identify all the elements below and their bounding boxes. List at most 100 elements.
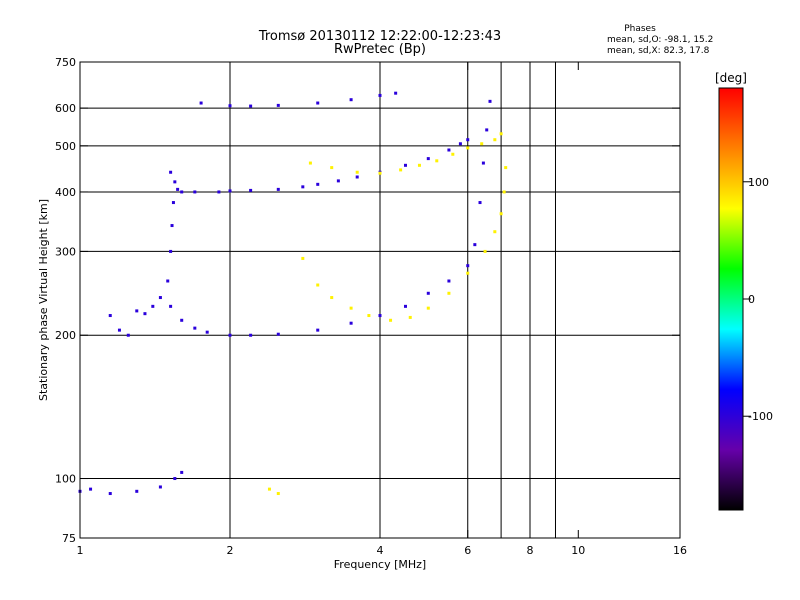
colorbar — [718, 87, 744, 511]
chart-title: Tromsø 20130112 12:22:00-12:23:43 — [258, 29, 501, 44]
data-point — [481, 161, 485, 165]
data-point — [480, 142, 484, 146]
data-point — [276, 187, 280, 191]
y-tick-label: 400 — [55, 186, 76, 199]
x-tick-label: 8 — [527, 544, 534, 557]
data-point — [426, 306, 430, 310]
data-point — [173, 477, 177, 481]
data-point — [173, 180, 177, 184]
colorbar-tick-label: 100 — [748, 176, 769, 189]
data-point — [399, 168, 403, 172]
x-tick-label: 16 — [673, 544, 687, 557]
data-point — [451, 152, 455, 156]
data-point — [108, 492, 112, 496]
data-point — [301, 185, 305, 189]
data-point — [355, 175, 359, 179]
data-point — [417, 163, 421, 167]
y-tick-label: 300 — [55, 245, 76, 258]
data-point — [205, 330, 209, 334]
grid-lines — [80, 62, 680, 538]
data-point — [169, 170, 173, 174]
data-point — [176, 187, 180, 191]
data-point — [126, 333, 130, 337]
data-point — [316, 283, 320, 287]
data-point — [193, 190, 197, 194]
y-tick-label: 600 — [55, 102, 76, 115]
data-point — [199, 101, 203, 105]
x-tick-label: 6 — [464, 544, 471, 557]
x-axis-label: Frequency [MHz] — [334, 558, 426, 571]
data-point — [330, 296, 334, 300]
data-point — [170, 224, 174, 228]
data-point — [426, 157, 430, 161]
data-point — [408, 315, 412, 319]
plot-frame — [79, 61, 681, 539]
data-point — [117, 328, 121, 332]
data-point — [135, 489, 139, 493]
data-point — [89, 487, 93, 491]
data-point — [217, 190, 221, 194]
y-tick-label: 75 — [62, 532, 76, 545]
data-point — [488, 99, 492, 103]
x-tick-label: 4 — [377, 544, 384, 557]
data-point — [355, 170, 359, 174]
colorbar-tick-label: -100 — [748, 410, 773, 423]
data-point — [301, 256, 305, 260]
data-point — [504, 166, 508, 170]
y-tick-label: 500 — [55, 140, 76, 153]
stats-x-mode: mean, sd,X: 82.3, 17.8 — [607, 46, 710, 56]
chart-subtitle: RwPretec (Bp) — [334, 42, 426, 57]
x-tick-label: 2 — [227, 544, 234, 557]
data-point — [169, 304, 173, 308]
data-point — [135, 309, 139, 313]
data-point — [499, 212, 503, 216]
y-tick-label: 750 — [55, 56, 76, 69]
data-point — [378, 93, 382, 97]
data-point — [108, 314, 112, 318]
data-point — [249, 333, 253, 337]
data-point — [158, 485, 162, 489]
data-point — [180, 318, 184, 322]
data-point — [158, 296, 162, 300]
data-points — [78, 91, 508, 496]
data-point — [435, 159, 439, 163]
y-tick-label: 200 — [55, 329, 76, 342]
data-point — [349, 306, 353, 310]
data-point — [276, 332, 280, 336]
data-point — [169, 249, 173, 253]
data-point — [367, 314, 371, 318]
data-point — [403, 304, 407, 308]
data-point — [336, 179, 340, 183]
data-point — [228, 189, 232, 193]
data-point — [378, 171, 382, 175]
data-point — [499, 132, 503, 136]
x-tick-label: 10 — [571, 544, 585, 557]
data-point — [349, 321, 353, 325]
data-point — [193, 326, 197, 330]
colorbar-tick-label: 0 — [748, 293, 755, 306]
data-point — [394, 91, 398, 95]
data-point — [316, 101, 320, 105]
data-point — [267, 487, 271, 491]
data-point — [447, 291, 451, 295]
data-point — [171, 201, 175, 205]
data-point — [180, 470, 184, 474]
data-point — [228, 104, 232, 108]
y-axis-label: Stationary phase Virtual Height [km] — [37, 199, 50, 401]
data-point — [228, 333, 232, 337]
data-point — [466, 146, 470, 150]
data-point — [403, 163, 407, 167]
stats-heading: Phases — [624, 24, 656, 34]
data-point — [166, 279, 170, 283]
data-point — [276, 492, 280, 496]
data-point — [502, 190, 506, 194]
data-point — [426, 291, 430, 295]
data-point — [478, 201, 482, 205]
data-point — [316, 328, 320, 332]
stats-o-mode: mean, sd,O: -98.1, 15.2 — [607, 35, 713, 45]
data-point — [276, 103, 280, 107]
axis-tick-labels: 1 2 4 6 8 10 16 75 100 200 300 400 500 600 750 — [55, 56, 687, 557]
data-point — [483, 249, 487, 253]
